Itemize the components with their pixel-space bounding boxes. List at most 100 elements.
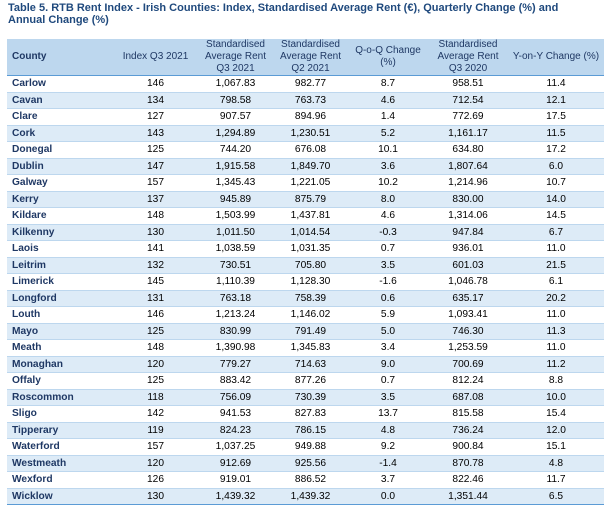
cell-q-o-q-change: 8.7	[348, 75, 428, 93]
cell-index-q3-2021: 157	[113, 438, 198, 456]
cell-index-q3-2021: 130	[113, 224, 198, 241]
cell-county: Wexford	[7, 471, 113, 489]
cell-avg-rent-q3-2020: 1,214.96	[428, 174, 508, 192]
cell-avg-rent-q3-2020: 830.00	[428, 191, 508, 208]
cell-avg-rent-q3-2021: 919.01	[198, 471, 273, 489]
table-row: Louth 146 1,213.24 1,146.02 5.9 1,093.41 11.0	[7, 306, 604, 324]
cell-y-on-y-change: 10.7	[508, 174, 604, 192]
cell-avg-rent-q3-2020: 687.08	[428, 389, 508, 406]
cell-avg-rent-q3-2021: 779.27	[198, 356, 273, 373]
table-header: County Index Q3 2021 Standardised Averag…	[7, 39, 604, 76]
cell-avg-rent-q2-2021: 758.39	[273, 290, 348, 307]
cell-county: Kerry	[7, 191, 113, 208]
header-row: County Index Q3 2021 Standardised Averag…	[7, 39, 604, 76]
cell-avg-rent-q2-2021: 949.88	[273, 438, 348, 456]
cell-avg-rent-q2-2021: 827.83	[273, 405, 348, 423]
cell-avg-rent-q3-2021: 824.23	[198, 422, 273, 439]
cell-avg-rent-q3-2021: 912.69	[198, 455, 273, 472]
cell-index-q3-2021: 125	[113, 323, 198, 340]
cell-index-q3-2021: 127	[113, 108, 198, 126]
cell-y-on-y-change: 15.1	[508, 438, 604, 456]
cell-county: Galway	[7, 174, 113, 192]
cell-index-q3-2021: 125	[113, 372, 198, 390]
table-caption: Table 5. RTB Rent Index - Irish Counties…	[8, 2, 559, 26]
cell-y-on-y-change: 14.0	[508, 191, 604, 208]
cell-avg-rent-q2-2021: 791.49	[273, 323, 348, 340]
table-row: Galway 157 1,345.43 1,221.05 10.2 1,214.96 10.…	[7, 174, 604, 192]
cell-avg-rent-q3-2021: 744.20	[198, 141, 273, 159]
cell-county: Wicklow	[7, 488, 113, 505]
cell-y-on-y-change: 11.0	[508, 339, 604, 357]
table-row: Wexford 126 919.01 886.52 3.7 822.46 11.7	[7, 471, 604, 489]
cell-y-on-y-change: 11.7	[508, 471, 604, 489]
cell-avg-rent-q2-2021: 1,849.70	[273, 158, 348, 175]
cell-avg-rent-q3-2020: 1,161.17	[428, 125, 508, 142]
cell-avg-rent-q2-2021: 1,146.02	[273, 306, 348, 324]
header-avg-rent-q2-2021: Standardised Average Rent Q2 2021	[273, 39, 348, 76]
cell-county: Roscommon	[7, 389, 113, 406]
cell-q-o-q-change: 3.4	[348, 339, 428, 357]
cell-county: Longford	[7, 290, 113, 307]
cell-avg-rent-q2-2021: 982.77	[273, 75, 348, 93]
cell-y-on-y-change: 17.2	[508, 141, 604, 159]
cell-index-q3-2021: 131	[113, 290, 198, 307]
cell-y-on-y-change: 8.8	[508, 372, 604, 390]
cell-index-q3-2021: 145	[113, 273, 198, 291]
cell-avg-rent-q3-2021: 830.99	[198, 323, 273, 340]
cell-q-o-q-change: 5.9	[348, 306, 428, 324]
cell-q-o-q-change: 9.0	[348, 356, 428, 373]
cell-index-q3-2021: 148	[113, 207, 198, 225]
table-row: Waterford 157 1,037.25 949.88 9.2 900.84 15.1	[7, 438, 604, 456]
cell-q-o-q-change: 4.6	[348, 92, 428, 109]
cell-avg-rent-q3-2020: 822.46	[428, 471, 508, 489]
cell-avg-rent-q3-2021: 907.57	[198, 108, 273, 126]
cell-index-q3-2021: 119	[113, 422, 198, 439]
cell-avg-rent-q2-2021: 875.79	[273, 191, 348, 208]
cell-q-o-q-change: 13.7	[348, 405, 428, 423]
cell-q-o-q-change: -1.4	[348, 455, 428, 472]
table-row: Kerry 137 945.89 875.79 8.0 830.00 14.0	[7, 191, 604, 208]
cell-index-q3-2021: 120	[113, 356, 198, 373]
cell-county: Kildare	[7, 207, 113, 225]
table-row: Mayo 125 830.99 791.49 5.0 746.30 11.3	[7, 323, 604, 340]
cell-avg-rent-q2-2021: 1,230.51	[273, 125, 348, 142]
table-row: Carlow 146 1,067.83 982.77 8.7 958.51 11.4	[7, 75, 604, 93]
table-row: Meath 148 1,390.98 1,345.83 3.4 1,253.59 11.0	[7, 339, 604, 357]
cell-county: Offaly	[7, 372, 113, 390]
cell-q-o-q-change: 3.5	[348, 389, 428, 406]
table-row: Sligo 142 941.53 827.83 13.7 815.58 15.4	[7, 405, 604, 423]
table-row: Laois 141 1,038.59 1,031.35 0.7 936.01 11.0	[7, 240, 604, 258]
cell-county: Kilkenny	[7, 224, 113, 241]
cell-county: Leitrim	[7, 257, 113, 274]
cell-y-on-y-change: 11.5	[508, 125, 604, 142]
cell-avg-rent-q3-2020: 746.30	[428, 323, 508, 340]
cell-y-on-y-change: 17.5	[508, 108, 604, 126]
cell-y-on-y-change: 11.3	[508, 323, 604, 340]
cell-avg-rent-q3-2020: 635.17	[428, 290, 508, 307]
cell-q-o-q-change: 4.8	[348, 422, 428, 439]
cell-y-on-y-change: 11.2	[508, 356, 604, 373]
cell-index-q3-2021: 130	[113, 488, 198, 505]
cell-avg-rent-q3-2020: 870.78	[428, 455, 508, 472]
table-row: Tipperary 119 824.23 786.15 4.8 736.24 12.0	[7, 422, 604, 439]
cell-index-q3-2021: 125	[113, 141, 198, 159]
cell-avg-rent-q3-2021: 756.09	[198, 389, 273, 406]
cell-avg-rent-q3-2020: 1,093.41	[428, 306, 508, 324]
cell-q-o-q-change: 3.5	[348, 257, 428, 274]
cell-y-on-y-change: 12.1	[508, 92, 604, 109]
cell-avg-rent-q2-2021: 786.15	[273, 422, 348, 439]
table-row: Kilkenny 130 1,011.50 1,014.54 -0.3 947.84 6.7	[7, 224, 604, 241]
header-q-o-q-change: Q-o-Q Change (%)	[348, 39, 428, 76]
header-avg-rent-q3-2020: Standardised Average Rent Q3 2020	[428, 39, 508, 76]
header-y-on-y-change: Y-on-Y Change (%)	[508, 39, 604, 76]
cell-y-on-y-change: 4.8	[508, 455, 604, 472]
cell-county: Louth	[7, 306, 113, 324]
cell-q-o-q-change: -1.6	[348, 273, 428, 291]
cell-avg-rent-q3-2021: 730.51	[198, 257, 273, 274]
cell-avg-rent-q3-2021: 1,345.43	[198, 174, 273, 192]
document-page: Table 5. RTB Rent Index - Irish Counties…	[7, 2, 604, 505]
rent-index-table: County Index Q3 2021 Standardised Averag…	[7, 39, 604, 505]
cell-avg-rent-q2-2021: 714.63	[273, 356, 348, 373]
cell-county: Westmeath	[7, 455, 113, 472]
cell-y-on-y-change: 12.0	[508, 422, 604, 439]
